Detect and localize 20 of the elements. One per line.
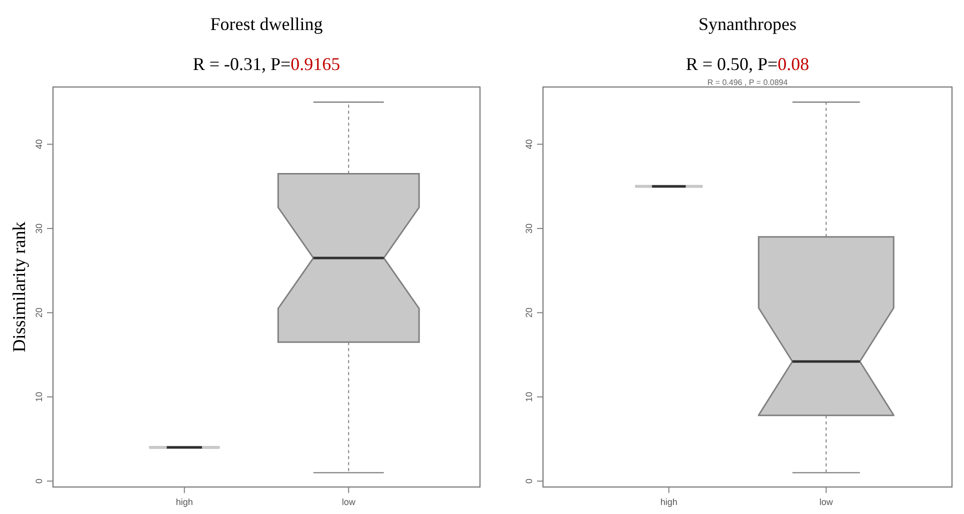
y-tick-label: 20: [524, 308, 534, 318]
y-tick-label: 10: [524, 392, 534, 402]
x-tick-label: high: [176, 497, 193, 507]
y-tick-label: 0: [34, 478, 44, 484]
y-axis-title: Dissimilarity rank: [9, 222, 29, 352]
text: R = 0.496 , P = 0.0894: [707, 78, 788, 87]
chart-title: Synanthropes: [698, 14, 796, 34]
y-tick-label: 40: [524, 139, 534, 150]
y-tick-label: 0: [524, 478, 534, 484]
y-tick-label: 20: [34, 308, 44, 318]
y-tick-label: 30: [524, 223, 534, 234]
y-tick-label: 40: [34, 139, 44, 150]
chart-title: Forest dwelling: [210, 14, 323, 34]
y-tick-label: 30: [34, 223, 44, 234]
x-tick-label: low: [342, 497, 356, 507]
chart-subtitle: R = -0.31, P=0.9165: [192, 54, 340, 74]
x-tick-label: high: [660, 497, 678, 507]
y-tick-label: 10: [34, 392, 44, 402]
x-tick-label: low: [819, 497, 834, 507]
chart-subtitle: R = 0.50, P=0.08: [686, 54, 810, 74]
